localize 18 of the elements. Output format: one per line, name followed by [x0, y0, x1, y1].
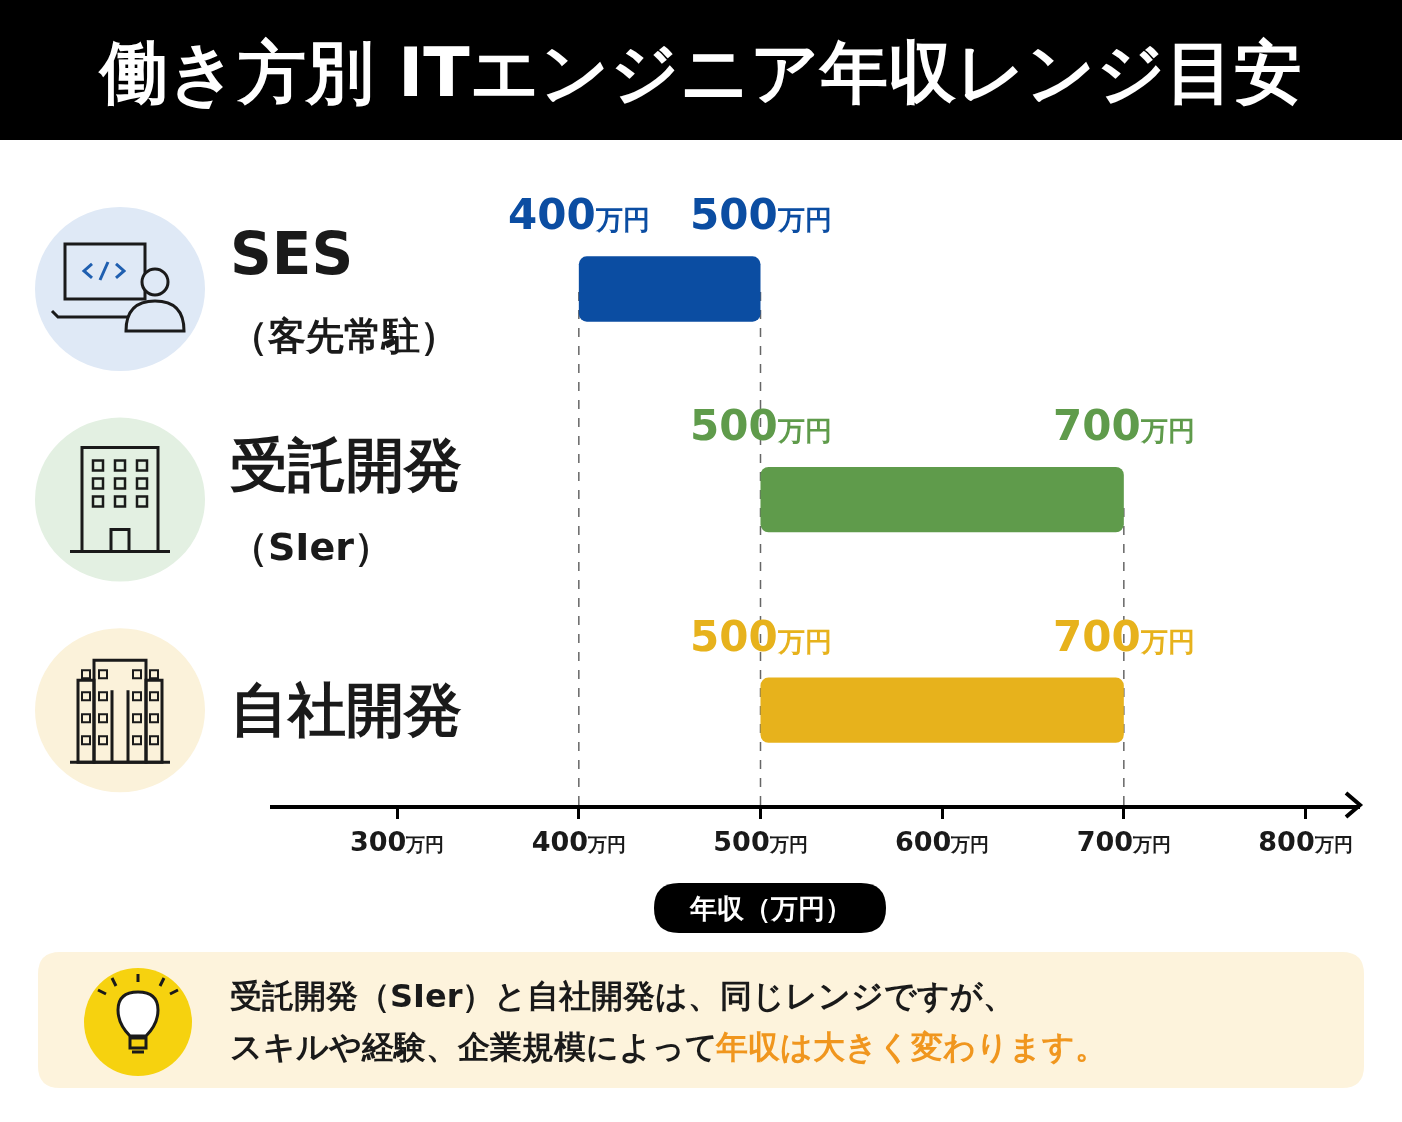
annotation: 500万円 [690, 401, 832, 450]
x-tick-label: 600万円 [894, 826, 990, 858]
x-tick-label: 400万円 [531, 826, 627, 858]
annotation: 700万円 [1053, 612, 1195, 661]
y-tick-label: 自社開発 [230, 676, 462, 744]
chart-title: 働き方別 ITエンジニア年収レンジ目安 [98, 32, 1302, 112]
annotation: 500万円 [690, 612, 832, 661]
annotation: 500万円 [690, 190, 832, 239]
text: 年収は大きく変わります。 [715, 1028, 1107, 1066]
x-axis-title: 年収（万円） [689, 893, 852, 924]
x-tick-label: 800万円 [1258, 826, 1353, 858]
x-tick-label: 700万円 [1076, 826, 1172, 858]
annotation: 700万円 [1053, 401, 1195, 450]
x-tick-label: 500万円 [713, 826, 808, 858]
y-tick-label: SES（客先常駐） [230, 220, 458, 359]
text: 受託開発（SIer）と自社開発は、同じレンジですが、 [230, 977, 1016, 1015]
x-tick-label: 300万円 [349, 826, 445, 858]
y-tick-label: 受託開発（SIer） [230, 431, 462, 570]
